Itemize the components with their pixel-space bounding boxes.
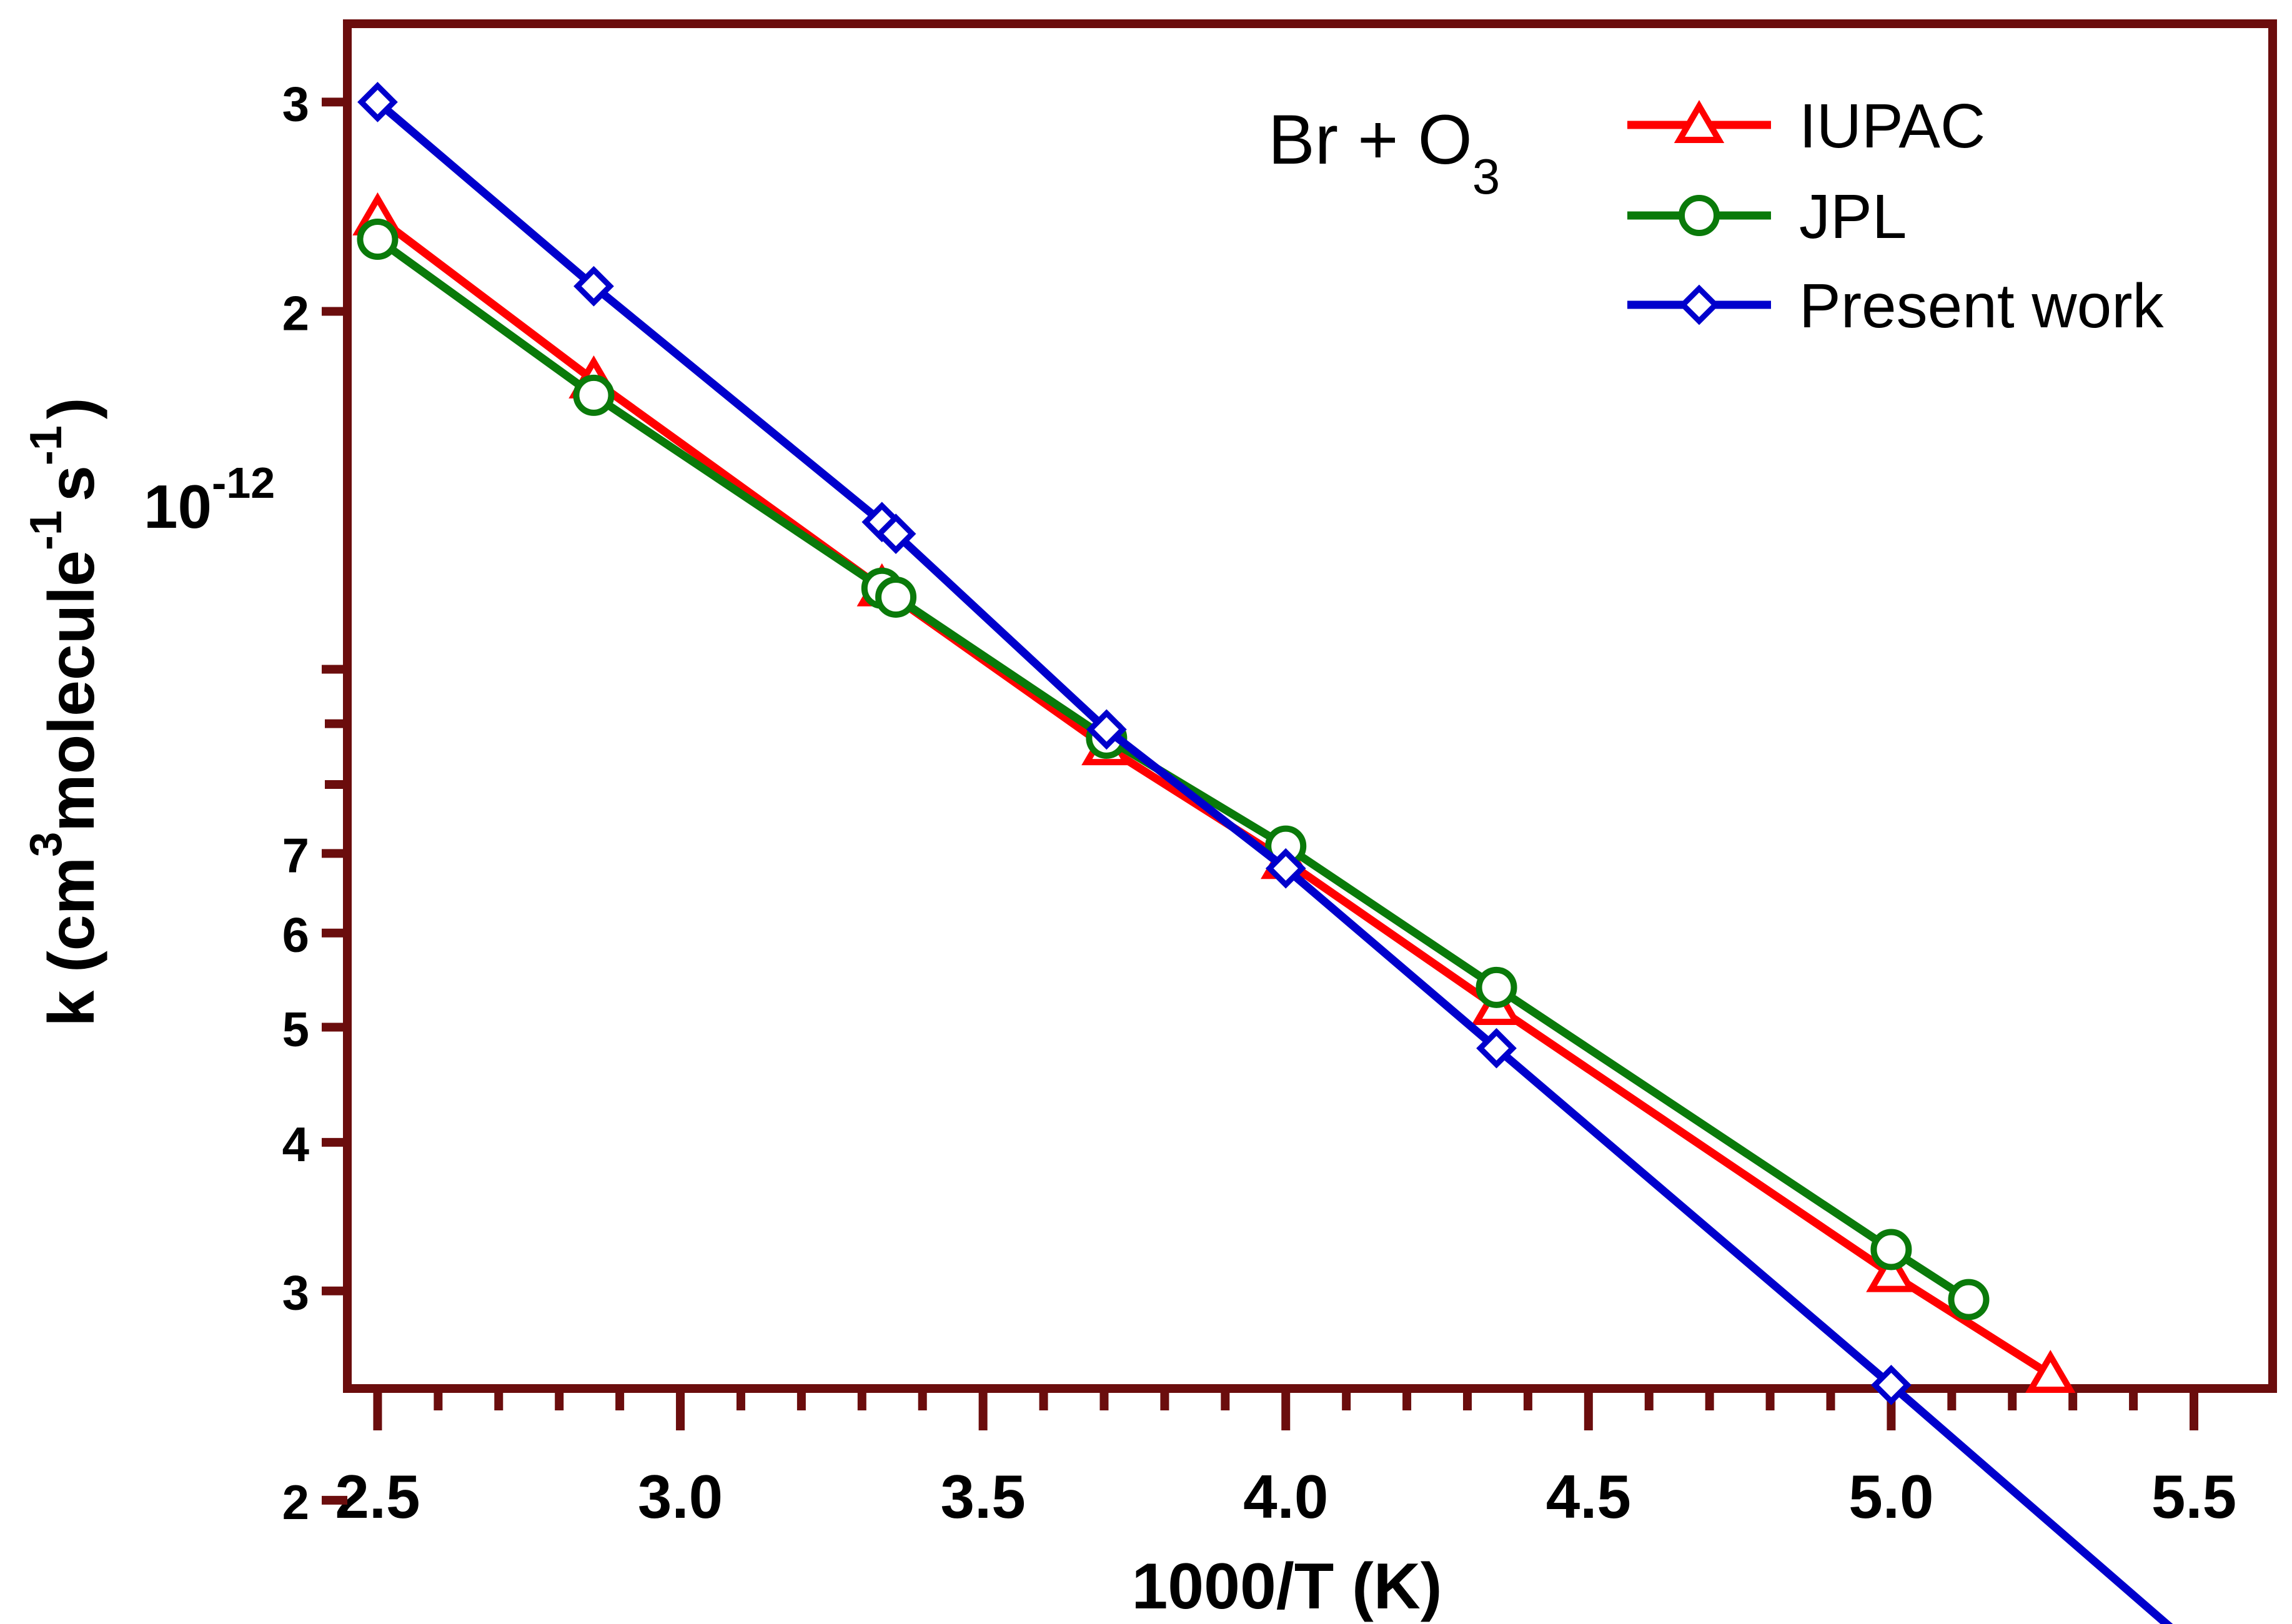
x-tick-label: 5.0 bbox=[1848, 1462, 1933, 1531]
reaction-annotation-base: Br + O bbox=[1268, 101, 1472, 179]
data-point-present-work bbox=[1871, 1365, 1912, 1405]
legend-label-iupac: IUPAC bbox=[1799, 91, 1985, 161]
x-tick-label: 2.5 bbox=[335, 1462, 420, 1531]
data-point-jpl bbox=[573, 374, 615, 416]
x-tick-label: 3.5 bbox=[941, 1462, 1026, 1531]
data-point-jpl bbox=[357, 219, 399, 260]
data-point-jpl bbox=[1948, 1279, 1990, 1320]
series-layer bbox=[352, 82, 2173, 1624]
y-axis-title-group: k (cm3molecule-1s-1) bbox=[21, 397, 108, 1026]
y-axis-title-sup-s: -1 bbox=[21, 425, 71, 465]
x-axis: 2.5 3.0 3.5 4.0 4.5 5.0 5.5 bbox=[335, 1389, 2236, 1531]
x-tick-label: 4.0 bbox=[1243, 1462, 1328, 1531]
legend: IUPAC JPL Present work bbox=[1627, 91, 2165, 341]
x-tick-label: 4.5 bbox=[1546, 1462, 1631, 1531]
x-tick-label: 3.0 bbox=[638, 1462, 723, 1531]
y-axis-title-prefix: k (cm bbox=[36, 857, 108, 1027]
y-tick-label: 4 bbox=[282, 1117, 309, 1172]
y-decade-label: 10-12 bbox=[144, 458, 275, 541]
y-tick-label: 5 bbox=[282, 1001, 309, 1056]
legend-label-present-work: Present work bbox=[1799, 271, 2165, 341]
y-axis-title-suffix: ) bbox=[36, 397, 108, 419]
y-axis-title-sup-molecule: -1 bbox=[21, 510, 71, 550]
y-decade-exponent: -12 bbox=[212, 458, 275, 507]
legend-marker-iupac bbox=[1674, 100, 1725, 143]
y-axis: 3 2 7 6 5 4 3 2 bbox=[282, 76, 347, 1530]
y-tick-label: 6 bbox=[282, 908, 309, 963]
series-line-iupac bbox=[375, 214, 2053, 1379]
x-axis-title: 1000/T (K) bbox=[1131, 1550, 1442, 1623]
y-tick-label: 2 bbox=[282, 1475, 309, 1530]
data-point-present-work bbox=[1476, 1027, 1517, 1069]
data-point-present-work bbox=[357, 82, 398, 122]
y-tick-label: 3 bbox=[282, 1265, 309, 1320]
legend-marker-jpl bbox=[1679, 195, 1720, 236]
reaction-annotation: Br + O3 bbox=[1268, 101, 1500, 204]
y-axis-title-s: s bbox=[36, 465, 108, 502]
y-axis-title-sup-cm: 3 bbox=[21, 832, 71, 857]
data-point-present-work bbox=[875, 513, 916, 554]
y-tick-label: 2 bbox=[282, 286, 309, 341]
y-axis-title: k (cm3molecule-1s-1) bbox=[21, 397, 108, 1026]
y-decade-base: 10 bbox=[144, 472, 212, 541]
data-point-jpl bbox=[1870, 1229, 1912, 1270]
legend-marker-present-work bbox=[1679, 284, 1720, 325]
data-point-jpl bbox=[875, 576, 917, 618]
reaction-annotation-subscript: 3 bbox=[1472, 149, 1501, 204]
data-point-present-work bbox=[1265, 848, 1306, 889]
y-tick-label: 3 bbox=[282, 76, 309, 131]
data-point-iupac bbox=[2025, 1350, 2076, 1394]
x-tick-label: 5.5 bbox=[2151, 1462, 2236, 1531]
y-axis-title-molecule: molecule bbox=[36, 550, 108, 832]
data-point-present-work bbox=[573, 265, 614, 307]
data-point-jpl bbox=[1476, 966, 1517, 1008]
plot-frame bbox=[343, 19, 2277, 1393]
y-tick-label: 7 bbox=[282, 828, 309, 883]
data-point-present-work bbox=[1086, 709, 1127, 750]
legend-label-jpl: JPL bbox=[1799, 182, 1907, 252]
data-point-iupac bbox=[1866, 1249, 1917, 1292]
